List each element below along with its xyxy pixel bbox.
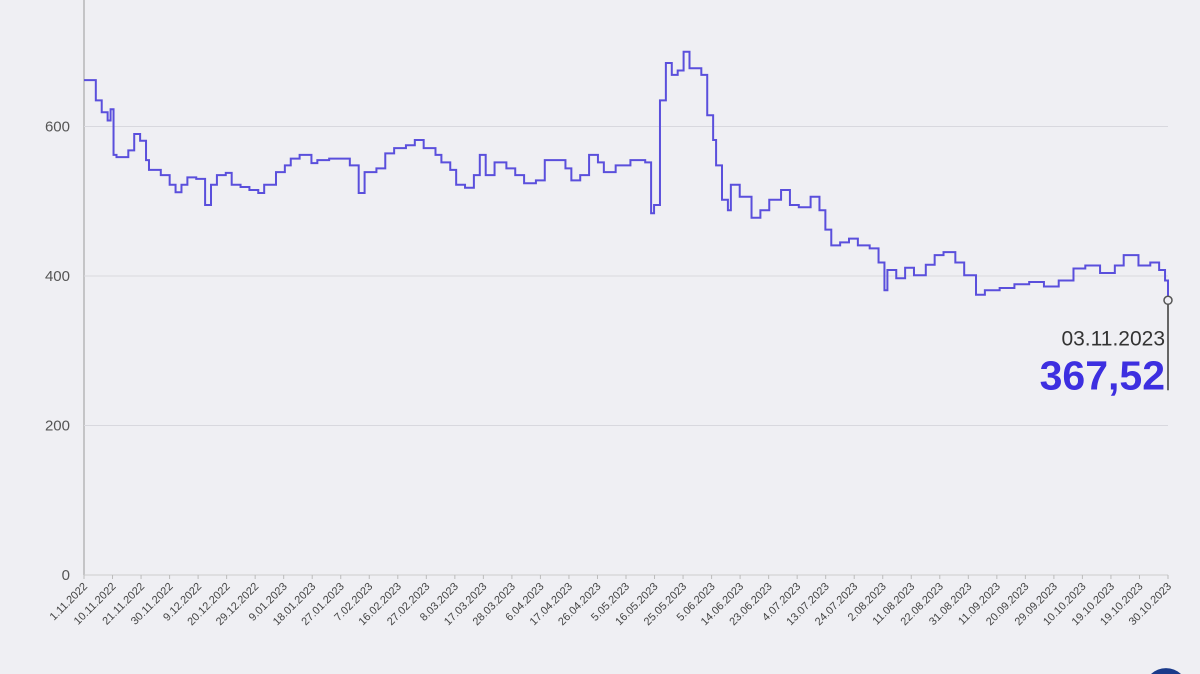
hover-date-label: 03.11.2023 <box>1061 327 1165 350</box>
y-tick-label: 400 <box>45 268 70 285</box>
y-tick-label: 0 <box>62 567 70 584</box>
y-tick-label: 200 <box>45 418 70 435</box>
y-tick-label: 600 <box>45 119 70 136</box>
hover-point-marker <box>1163 295 1173 306</box>
price-series-line <box>84 50 1169 301</box>
corner-logo-icon <box>1151 668 1181 674</box>
hover-value-label: 367,52 <box>1040 352 1165 398</box>
